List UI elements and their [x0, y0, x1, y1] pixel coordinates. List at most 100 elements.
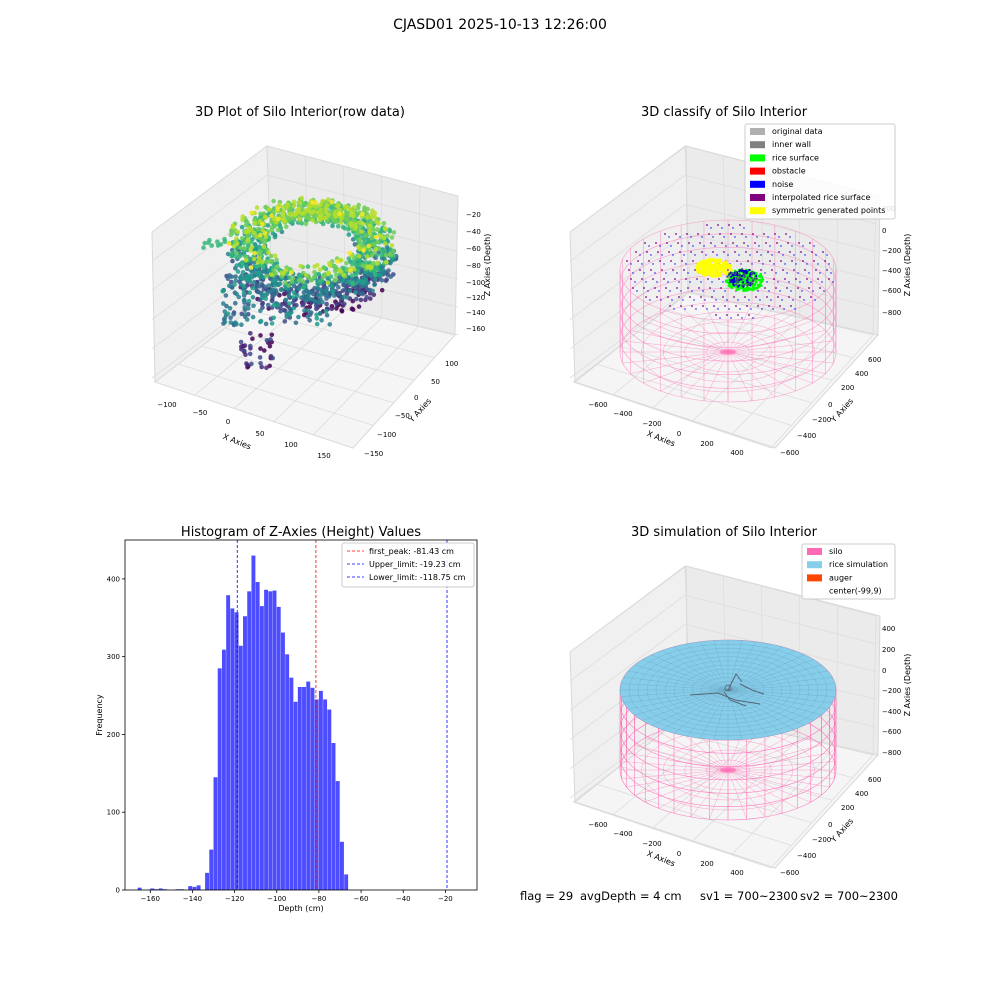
data-point: [321, 265, 327, 270]
data-point: [246, 225, 252, 230]
data-point: [315, 286, 321, 291]
simulation-xlabel: X Axies: [646, 849, 677, 868]
data-point: [201, 245, 206, 250]
symmetric-point: [695, 266, 699, 270]
data-point: [347, 250, 353, 256]
raw-ztick: −120: [466, 294, 485, 302]
inner-point: [735, 273, 739, 277]
data-point: [313, 298, 318, 304]
data-point: [232, 282, 237, 287]
data-point: [388, 274, 394, 279]
inner-point: [733, 284, 736, 287]
silo-spoke: [658, 731, 729, 771]
noise-point: [762, 263, 764, 265]
simulation-ytick: 0: [828, 821, 832, 829]
interpolated-point: [721, 242, 723, 244]
data-point: [339, 278, 345, 284]
interpolated-point: [666, 242, 668, 244]
rice-surface-point: [729, 284, 733, 288]
histogram-bar: [314, 699, 319, 890]
data-point: [329, 199, 335, 205]
interpolated-point: [743, 242, 745, 244]
auger-center: [724, 684, 732, 692]
silo-spoke: [727, 312, 796, 353]
interpolated-point: [724, 305, 726, 307]
simulation-ztick: 200: [882, 646, 895, 654]
data-point: [347, 288, 353, 294]
noise-point: [781, 299, 783, 301]
data-point: [323, 209, 329, 215]
interpolated-point: [639, 269, 641, 271]
noise-point: [814, 299, 816, 301]
noise-point: [779, 290, 781, 292]
interpolated-point: [683, 269, 685, 271]
histogram-bar: [255, 582, 260, 890]
noise-point: [777, 281, 779, 283]
symmetric-point: [714, 274, 718, 278]
silo-spoke: [645, 737, 729, 771]
interpolated-point: [702, 305, 704, 307]
rice-mesh-spoke: [713, 640, 729, 691]
interpolated-point: [746, 305, 748, 307]
silo-spoke: [626, 752, 729, 771]
classify-points: [626, 224, 834, 319]
data-point: [240, 269, 246, 275]
data-point: [377, 272, 382, 278]
data-point: [362, 205, 367, 210]
rice-surface-point: [754, 286, 758, 290]
rice-mesh-spoke: [727, 689, 783, 734]
data-point: [345, 221, 351, 227]
noise-point: [632, 272, 634, 274]
gridline: [178, 363, 374, 426]
simulation-ytick: 200: [841, 804, 854, 812]
interpolated-point: [782, 269, 784, 271]
data-point: [320, 299, 325, 305]
data-point: [360, 211, 365, 217]
data-point: [263, 284, 268, 290]
rice-mesh-spoke: [727, 689, 757, 739]
data-point: [236, 294, 242, 300]
classify-xtick: −400: [613, 410, 632, 418]
data-point: [258, 232, 263, 238]
data-point: [329, 283, 335, 289]
interpolated-point: [655, 242, 657, 244]
symmetric-point: [696, 270, 700, 274]
classify-ytick: 400: [855, 370, 868, 378]
data-point: [361, 248, 366, 253]
data-point: [262, 214, 267, 220]
gridline: [872, 615, 877, 756]
noise-point: [747, 245, 749, 247]
data-point: [286, 283, 292, 288]
rice-mesh-spoke: [727, 689, 794, 730]
data-point: [267, 343, 273, 349]
data-point: [323, 288, 329, 294]
noise-point: [740, 263, 742, 265]
data-point: [389, 235, 395, 240]
data-point: [245, 244, 251, 249]
data-point: [284, 224, 289, 230]
interpolated-point: [745, 251, 747, 253]
gridline: [619, 765, 812, 824]
data-point: [279, 270, 285, 275]
inner-point: [743, 283, 746, 287]
data-point: [369, 215, 375, 220]
symmetric-point: [708, 262, 712, 266]
noise-point: [757, 290, 759, 292]
simulation-zlabel: Z Axies (Depth): [903, 654, 912, 717]
simulation-ztick: −800: [882, 749, 901, 757]
raw-ztick: −60: [466, 245, 481, 253]
simulation-auger: [689, 673, 765, 707]
inner-point: [733, 277, 736, 280]
data-point: [310, 218, 316, 223]
data-point: [391, 230, 397, 235]
legend-label: rice surface: [772, 153, 819, 162]
legend-label: noise: [772, 180, 793, 189]
data-point: [315, 210, 320, 215]
data-point: [332, 293, 337, 298]
data-point: [263, 321, 269, 327]
data-point: [326, 270, 332, 276]
noise-point: [689, 281, 691, 283]
data-point: [293, 320, 299, 326]
gridline: [151, 204, 268, 291]
interpolated-point: [626, 260, 628, 262]
